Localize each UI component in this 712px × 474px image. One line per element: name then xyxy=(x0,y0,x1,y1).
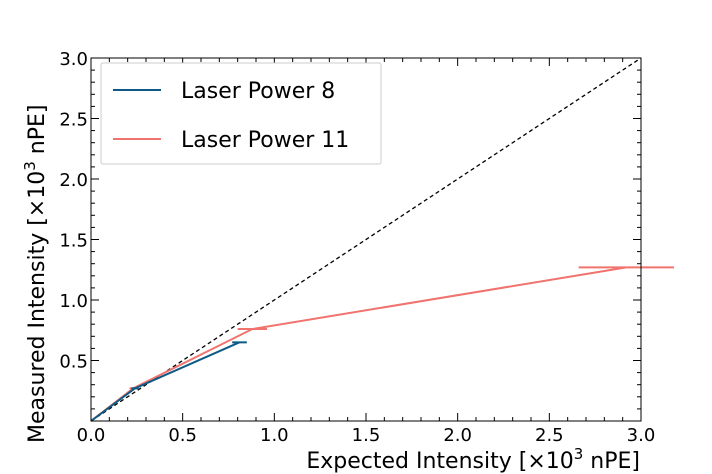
series-line-laser-power-8 xyxy=(90,341,240,422)
y-tick-label: 1.5 xyxy=(59,231,88,252)
legend-box xyxy=(100,62,382,165)
series-line-laser-power-11 xyxy=(90,266,627,422)
plot-area xyxy=(90,57,674,422)
x-tick-label: 2.0 xyxy=(443,425,472,446)
y-tick-label: 1.0 xyxy=(59,291,88,312)
axis-ticks: 0.0 0.5 1.0 1.5 2.0 2.5 3.0 0.5 1.0 1.5 2.0 2.5 3.0 xyxy=(59,49,655,446)
y-tick-label: 2.0 xyxy=(59,170,88,191)
y-tick-label: 2.5 xyxy=(59,110,88,131)
legend-label-laser-power-8: Laser Power 8 xyxy=(181,79,335,104)
y-tick-label: 3.0 xyxy=(59,49,88,70)
y-tick-label: 0.5 xyxy=(59,352,88,373)
x-tick-label: 1.5 xyxy=(352,425,381,446)
x-tick-label: 0.0 xyxy=(77,425,106,446)
reference-diagonal-line xyxy=(90,57,642,422)
x-tick-label: 2.5 xyxy=(535,425,564,446)
legend-label-laser-power-11: Laser Power 11 xyxy=(181,128,349,153)
x-axis-label: Expected Intensity [×103 nPE] xyxy=(306,445,640,474)
y-axis-label: Measured Intensity [×103 nPE] xyxy=(21,105,50,443)
x-tick-label: 1.0 xyxy=(260,425,289,446)
x-tick-label: 0.5 xyxy=(168,425,197,446)
x-tick-label: 3.0 xyxy=(627,425,656,446)
legend: Laser Power 8 Laser Power 11 xyxy=(100,62,382,165)
